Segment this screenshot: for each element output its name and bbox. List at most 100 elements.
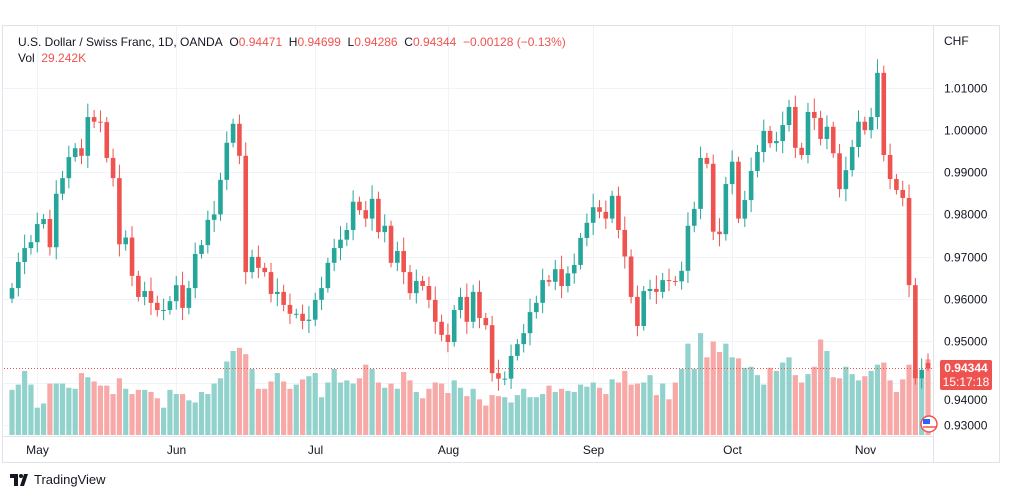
candle bbox=[603, 200, 609, 229]
candle-body bbox=[91, 117, 97, 122]
volume-bar bbox=[72, 388, 78, 435]
candle-body bbox=[616, 195, 621, 230]
candle bbox=[710, 154, 716, 240]
candle bbox=[325, 257, 331, 293]
candle bbox=[540, 268, 545, 314]
volume-bar bbox=[767, 367, 773, 435]
volume-bar bbox=[603, 394, 609, 435]
volume-bar bbox=[818, 339, 824, 435]
candle bbox=[508, 344, 514, 389]
volume-bar bbox=[59, 383, 66, 435]
candle-body bbox=[887, 154, 893, 179]
volume-bar bbox=[622, 370, 628, 435]
candle bbox=[559, 255, 564, 299]
us-flag-icon[interactable] bbox=[920, 415, 938, 433]
candle-body bbox=[66, 157, 72, 179]
candle-body bbox=[230, 123, 236, 143]
volume-bar bbox=[862, 376, 868, 435]
candle bbox=[464, 283, 470, 334]
volume-bar bbox=[388, 383, 394, 435]
volume-bar bbox=[394, 388, 400, 435]
candle-body bbox=[805, 112, 811, 155]
candle-body bbox=[211, 214, 217, 220]
volume-bar bbox=[691, 368, 697, 435]
candle-body bbox=[256, 256, 261, 268]
volume-bar bbox=[22, 370, 28, 435]
candle-body bbox=[28, 242, 34, 249]
volume-bar bbox=[205, 394, 211, 435]
volume-bar bbox=[489, 395, 495, 435]
current-price-value: 0.94344 bbox=[944, 361, 988, 375]
candle-body bbox=[312, 299, 318, 320]
price-tick-label: 0.97000 bbox=[944, 251, 988, 265]
brand-name: TradingView bbox=[34, 472, 106, 487]
candle-body bbox=[388, 225, 394, 263]
candle bbox=[609, 190, 615, 224]
volume-bar bbox=[179, 394, 186, 435]
volume-bar bbox=[47, 383, 53, 435]
volume-bar bbox=[799, 382, 805, 435]
candle bbox=[489, 315, 495, 382]
volume-bar bbox=[805, 374, 811, 435]
volume-bar bbox=[811, 366, 817, 435]
tradingview-logo[interactable]: TradingView bbox=[10, 472, 106, 487]
candle-body bbox=[679, 270, 684, 282]
candle bbox=[919, 358, 924, 389]
candle bbox=[129, 226, 135, 287]
candle-body bbox=[818, 117, 823, 139]
volume-bar bbox=[723, 343, 729, 435]
candle-body bbox=[199, 245, 204, 254]
price-axis[interactable]: 0.93000 0.94000 0.95000 0.96000 0.97000 0.980… bbox=[944, 82, 988, 433]
candle-body bbox=[565, 273, 571, 286]
candle bbox=[53, 180, 59, 260]
volume-bar bbox=[53, 383, 59, 435]
candle-body bbox=[16, 261, 21, 289]
price-tick-label: 1.00000 bbox=[944, 124, 988, 138]
volume-bar bbox=[154, 398, 160, 435]
candle bbox=[691, 201, 697, 233]
candle-body bbox=[85, 117, 91, 156]
candle-body bbox=[464, 296, 470, 322]
candle bbox=[205, 210, 211, 254]
candle-body bbox=[843, 170, 849, 190]
time-tick-label: Sep bbox=[583, 443, 605, 457]
volume-bar bbox=[464, 396, 470, 435]
candle-body bbox=[660, 280, 665, 292]
candle bbox=[104, 117, 110, 163]
candle-body bbox=[154, 302, 160, 310]
volume-bar bbox=[615, 382, 622, 435]
candle bbox=[856, 110, 861, 158]
candle-body bbox=[357, 201, 362, 211]
volume-bar bbox=[97, 385, 104, 435]
candle-body bbox=[41, 219, 46, 225]
volume-bar bbox=[824, 351, 830, 435]
volume-bar bbox=[679, 368, 685, 435]
candle bbox=[565, 266, 571, 293]
volume-bar bbox=[710, 341, 716, 435]
candle-body bbox=[376, 198, 381, 233]
volume-bar bbox=[470, 388, 476, 435]
candle-body bbox=[622, 229, 628, 257]
candle bbox=[818, 110, 823, 146]
candle bbox=[211, 200, 217, 232]
time-axis[interactable]: May Jun Jul Aug Sep Oct Nov bbox=[26, 443, 876, 457]
candle bbox=[761, 119, 767, 163]
candle-body bbox=[319, 288, 324, 300]
candle bbox=[571, 253, 577, 284]
candle bbox=[186, 280, 192, 315]
candle bbox=[287, 293, 293, 325]
volume-label[interactable]: Vol bbox=[18, 51, 35, 65]
volume-bar bbox=[780, 362, 786, 435]
volume-bar bbox=[243, 354, 249, 435]
candle bbox=[717, 218, 722, 247]
volume-bar bbox=[445, 393, 451, 435]
candle bbox=[414, 269, 419, 304]
candle bbox=[432, 286, 438, 334]
volume-bar bbox=[559, 388, 565, 435]
candle bbox=[660, 272, 665, 299]
candle bbox=[357, 196, 362, 215]
candle bbox=[312, 292, 318, 327]
volume-bar bbox=[697, 333, 704, 435]
symbol-title[interactable]: U.S. Dollar / Swiss Franc, 1D, OANDA bbox=[18, 35, 223, 49]
